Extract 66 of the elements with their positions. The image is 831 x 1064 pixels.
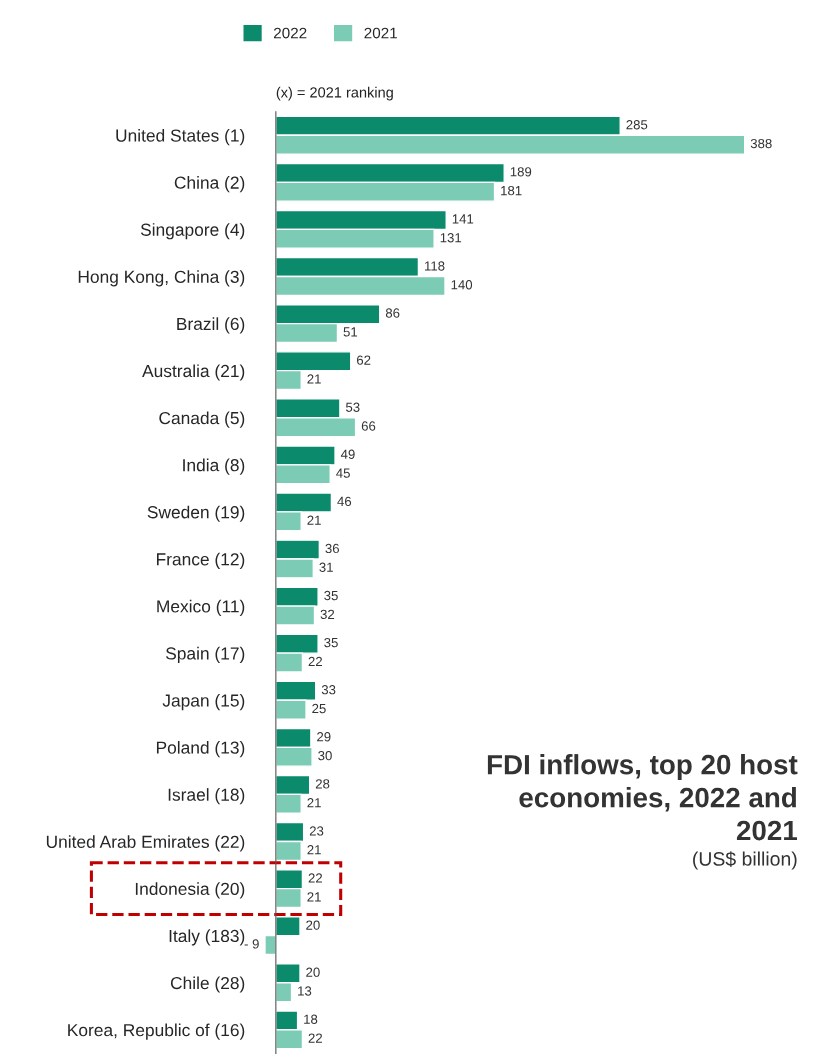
y-tick-label: Hong Kong, China (3) — [78, 270, 245, 287]
data-label: 181 — [501, 185, 522, 196]
data-label: 25 — [312, 703, 326, 714]
text: (US$ billion) — [693, 851, 797, 870]
data-label: 21 — [307, 798, 321, 808]
y-tick-label: Sweden (19) — [147, 505, 245, 522]
y-tick-label: Australia (21) — [142, 364, 245, 381]
y-tick-label: United Arab Emirates (22) — [46, 835, 245, 852]
data-label: 388 — [750, 138, 772, 149]
y-tick-label: Italy (183) — [169, 929, 245, 946]
data-label: 189 — [510, 167, 532, 177]
data-label: 21 — [307, 515, 321, 525]
data-label: 23 — [309, 826, 324, 836]
data-label: 22 — [308, 873, 322, 883]
legend-label: 2021 — [364, 27, 397, 39]
data-label: 32 — [320, 609, 335, 620]
data-label: 30 — [318, 750, 332, 761]
data-label: 20 — [306, 967, 320, 977]
data-label: 140 — [451, 280, 473, 290]
y-tick-label: United States (1) — [116, 128, 245, 146]
data-label: 46 — [337, 496, 352, 507]
data-label: 45 — [336, 468, 350, 478]
data-label: 35 — [324, 590, 338, 601]
y-tick-label: Japan (15) — [162, 693, 245, 711]
y-tick-label: Mexico (11) — [157, 599, 245, 616]
data-label: 49 — [340, 449, 355, 459]
y-tick-label: Singapore (4) — [140, 223, 245, 240]
data-label: 35 — [324, 637, 338, 648]
data-label: 18 — [304, 1014, 318, 1024]
y-tick-label: Canada (5) — [159, 411, 245, 428]
y-tick-label: Israel (18) — [168, 788, 245, 805]
data-label: 22 — [308, 656, 322, 666]
data-label: 36 — [325, 543, 339, 554]
y-tick-label: Korea, Republic of (16) — [68, 1023, 245, 1040]
data-label: 22 — [308, 1033, 322, 1043]
y-tick-label: China (2) — [174, 176, 245, 193]
data-label: - 9 — [244, 939, 259, 949]
data-label: 285 — [626, 120, 648, 130]
y-tick-label: India (8) — [183, 458, 245, 475]
data-label: 62 — [356, 355, 371, 365]
legend-label: 2022 — [273, 27, 307, 39]
y-tick-label: Spain (17) — [165, 646, 245, 664]
data-label: 20 — [306, 920, 320, 930]
text: (x) = 2021 ranking — [276, 86, 393, 101]
data-label: 131 — [440, 233, 462, 243]
y-tick-label: Indonesia (20) — [135, 882, 245, 899]
data-label: 141 — [452, 214, 474, 224]
data-label: 21 — [307, 892, 321, 902]
data-label: 29 — [317, 732, 331, 742]
y-tick-label: Poland (13) — [156, 741, 245, 758]
data-label: 66 — [361, 421, 376, 431]
data-label: 118 — [425, 261, 445, 271]
y-tick-label: France (12) — [157, 552, 245, 569]
data-label: 53 — [345, 402, 360, 412]
y-tick-label: Brazil (6) — [177, 317, 245, 334]
data-label: 86 — [385, 308, 400, 318]
data-label: 31 — [319, 562, 333, 572]
data-label: 13 — [298, 986, 312, 996]
bar — [275, 916, 301, 937]
data-label: 21 — [307, 374, 321, 384]
text: FDI inflows, top 20 host economies, 2022 and 2021 — [487, 754, 798, 841]
data-label: 51 — [343, 327, 358, 337]
y-tick-label: Chile (28) — [170, 976, 245, 993]
data-label: 21 — [307, 845, 321, 855]
data-label: 28 — [315, 779, 330, 789]
data-label: 33 — [321, 685, 336, 695]
